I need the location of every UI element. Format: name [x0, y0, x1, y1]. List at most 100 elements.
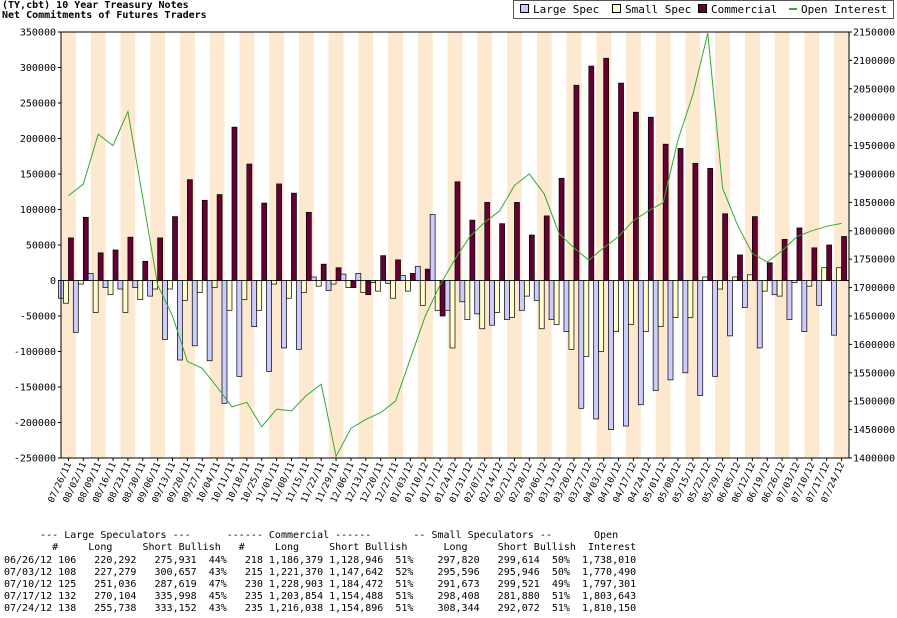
table-header-1: --- Large Speculators --- ------ Commerc… [4, 530, 619, 541]
bar-commercial [543, 215, 550, 281]
bars [58, 57, 847, 430]
bar-large-spec [236, 280, 243, 377]
bar-commercial [127, 236, 134, 281]
bar-commercial [454, 181, 461, 281]
bar-commercial [692, 163, 699, 281]
bar-large-spec [459, 280, 466, 303]
bar-commercial [261, 202, 268, 281]
bar-small-spec [226, 280, 233, 311]
bar-large-spec [533, 280, 540, 301]
bar-large-spec [72, 280, 79, 333]
bar-small-spec [286, 280, 292, 299]
right-tick-label: 1550000 [853, 368, 895, 379]
bar-large-spec [548, 280, 555, 320]
left-tick-label: 150000 [20, 170, 56, 181]
bar-commercial [528, 234, 535, 281]
bar-small-spec [464, 280, 471, 320]
left-tick-label: -100000 [14, 347, 56, 358]
right-tick-label: 1450000 [853, 425, 895, 436]
bar-commercial [603, 57, 610, 281]
bar-large-spec [370, 280, 377, 283]
table-row: 07/03/12 108 227,279 300,657 43% 215 1,2… [4, 567, 637, 578]
bar-large-spec [756, 280, 763, 349]
legend-swatch-small-spec [612, 4, 621, 13]
bar-small-spec [523, 280, 530, 297]
bar-commercial [112, 249, 119, 281]
bar-small-spec [182, 280, 188, 301]
bar-large-spec [742, 280, 748, 308]
bar-large-spec [712, 280, 718, 377]
bar-small-spec [63, 280, 69, 304]
bar-commercial [796, 227, 803, 281]
bar-small-spec [434, 280, 441, 311]
bar-small-spec [598, 280, 605, 352]
bar-small-spec [196, 280, 203, 293]
bar-commercial [588, 65, 595, 281]
right-tick-label: 1650000 [853, 312, 895, 323]
bar-small-spec [405, 280, 411, 292]
bar-large-spec [191, 280, 198, 347]
bar-commercial [841, 236, 847, 281]
bar-commercial [558, 177, 565, 281]
right-tick-label: 1700000 [853, 283, 895, 294]
left-tick-label: 350000 [20, 28, 56, 39]
bar-commercial [737, 254, 743, 281]
bar-commercial [722, 213, 728, 281]
left-tick-label: -50000 [20, 312, 56, 323]
bar-commercial [172, 216, 178, 281]
bar-large-spec [132, 280, 139, 288]
bar-small-spec [345, 280, 352, 288]
bar-large-spec [147, 280, 153, 297]
legend: Large Spec Small Spec Commercial Open In… [513, 0, 894, 19]
legend-item-large-spec: Large Spec [520, 3, 599, 16]
bar-small-spec [300, 280, 307, 293]
bar-commercial [380, 255, 387, 281]
bar-large-spec [623, 280, 629, 427]
bar-small-spec [211, 280, 218, 288]
bar-commercial [484, 202, 491, 281]
bar-commercial [439, 280, 446, 317]
bar-commercial [647, 116, 654, 281]
left-tick-label: -200000 [14, 418, 56, 429]
bar-small-spec [167, 280, 173, 290]
legend-swatch-commercial [698, 4, 707, 13]
legend-label-small-spec: Small Spec [625, 3, 692, 16]
bar-commercial [826, 244, 833, 281]
legend-item-small-spec: Small Spec [612, 3, 691, 16]
bar-small-spec [761, 280, 768, 292]
bar-large-spec [325, 280, 332, 291]
bar-large-spec [177, 280, 183, 361]
bar-small-spec [479, 280, 486, 330]
right-tick-label: 1850000 [853, 198, 895, 209]
right-tick-label: 1400000 [853, 454, 895, 465]
bar-commercial [677, 148, 684, 281]
legend-label-open-interest: Open Interest [801, 3, 888, 16]
bar-small-spec [657, 280, 664, 328]
bar-small-spec [256, 280, 263, 311]
bar-small-spec [568, 280, 575, 350]
right-tick-label: 1750000 [853, 255, 895, 266]
legend-label-commercial: Commercial [711, 3, 778, 16]
bar-commercial [231, 126, 238, 281]
bar-small-spec [553, 280, 560, 325]
bar-large-spec [251, 280, 258, 328]
bar-large-spec [444, 280, 451, 311]
right-tick-label: 1600000 [853, 340, 895, 351]
bar-commercial [633, 111, 639, 281]
bar-large-spec [385, 280, 391, 284]
left-tick-label: -250000 [14, 454, 56, 465]
legend-line-open-interest [789, 8, 797, 10]
bar-large-spec [578, 280, 585, 409]
bar-commercial [216, 194, 223, 281]
bar-commercial [157, 237, 163, 281]
bar-commercial [320, 263, 327, 281]
left-tick-label: 250000 [20, 99, 56, 110]
legend-label-large-spec: Large Spec [533, 3, 600, 16]
right-tick-label: 1800000 [853, 226, 895, 237]
table-header-2: # Long Short Bullish # Long Short Bullis… [4, 542, 637, 553]
bar-small-spec [687, 280, 694, 318]
background-band [358, 32, 374, 458]
bar-small-spec [360, 280, 367, 293]
bar-commercial [291, 192, 297, 281]
bar-commercial [499, 223, 505, 281]
